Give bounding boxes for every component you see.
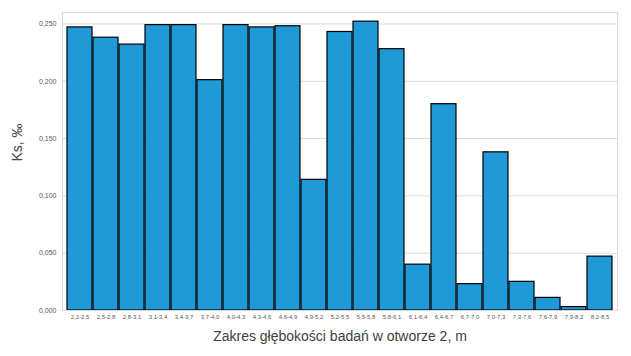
svg-text:3,7-4,0: 3,7-4,0: [201, 314, 220, 320]
svg-text:8,2-8,5: 8,2-8,5: [591, 314, 610, 320]
svg-text:0,200: 0,200: [39, 78, 57, 85]
svg-text:3,4-3,7: 3,4-3,7: [175, 314, 194, 320]
svg-text:5,8-6,1: 5,8-6,1: [383, 314, 402, 320]
svg-text:7,3-7,6: 7,3-7,6: [513, 314, 532, 320]
svg-text:3,1-3,4: 3,1-3,4: [149, 314, 168, 320]
svg-text:6,4-6,7: 6,4-6,7: [435, 314, 454, 320]
svg-text:4,9-5,2: 4,9-5,2: [305, 314, 324, 320]
svg-text:6,1-6,4: 6,1-6,4: [409, 314, 428, 320]
svg-text:0,150: 0,150: [39, 135, 57, 142]
svg-text:2,5-2,8: 2,5-2,8: [97, 314, 116, 320]
svg-text:0,100: 0,100: [39, 192, 57, 199]
svg-text:Zakres głębokości badań w otwo: Zakres głębokości badań w otworze 2, m: [213, 328, 467, 344]
svg-text:7,6-7,9: 7,6-7,9: [539, 314, 558, 320]
svg-text:2,8-3,1: 2,8-3,1: [123, 314, 142, 320]
svg-text:4,6-4,9: 4,6-4,9: [279, 314, 298, 320]
svg-text:6,7-7,0: 6,7-7,0: [461, 314, 480, 320]
svg-text:0,050: 0,050: [39, 249, 57, 256]
svg-text:0,250: 0,250: [39, 20, 57, 27]
svg-text:2,2-2,5: 2,2-2,5: [71, 314, 90, 320]
svg-text:5,2-5,5: 5,2-5,5: [331, 314, 350, 320]
svg-text:7,0-7,3: 7,0-7,3: [487, 314, 506, 320]
svg-text:4,0-4,3: 4,0-4,3: [227, 314, 246, 320]
svg-text:5,5-5,8: 5,5-5,8: [357, 314, 376, 320]
svg-text:0,000: 0,000: [39, 307, 57, 314]
svg-text:4,3-4,6: 4,3-4,6: [253, 314, 272, 320]
svg-text:Ks, ‰: Ks, ‰: [9, 123, 25, 161]
svg-text:7,9-8,2: 7,9-8,2: [565, 314, 584, 320]
